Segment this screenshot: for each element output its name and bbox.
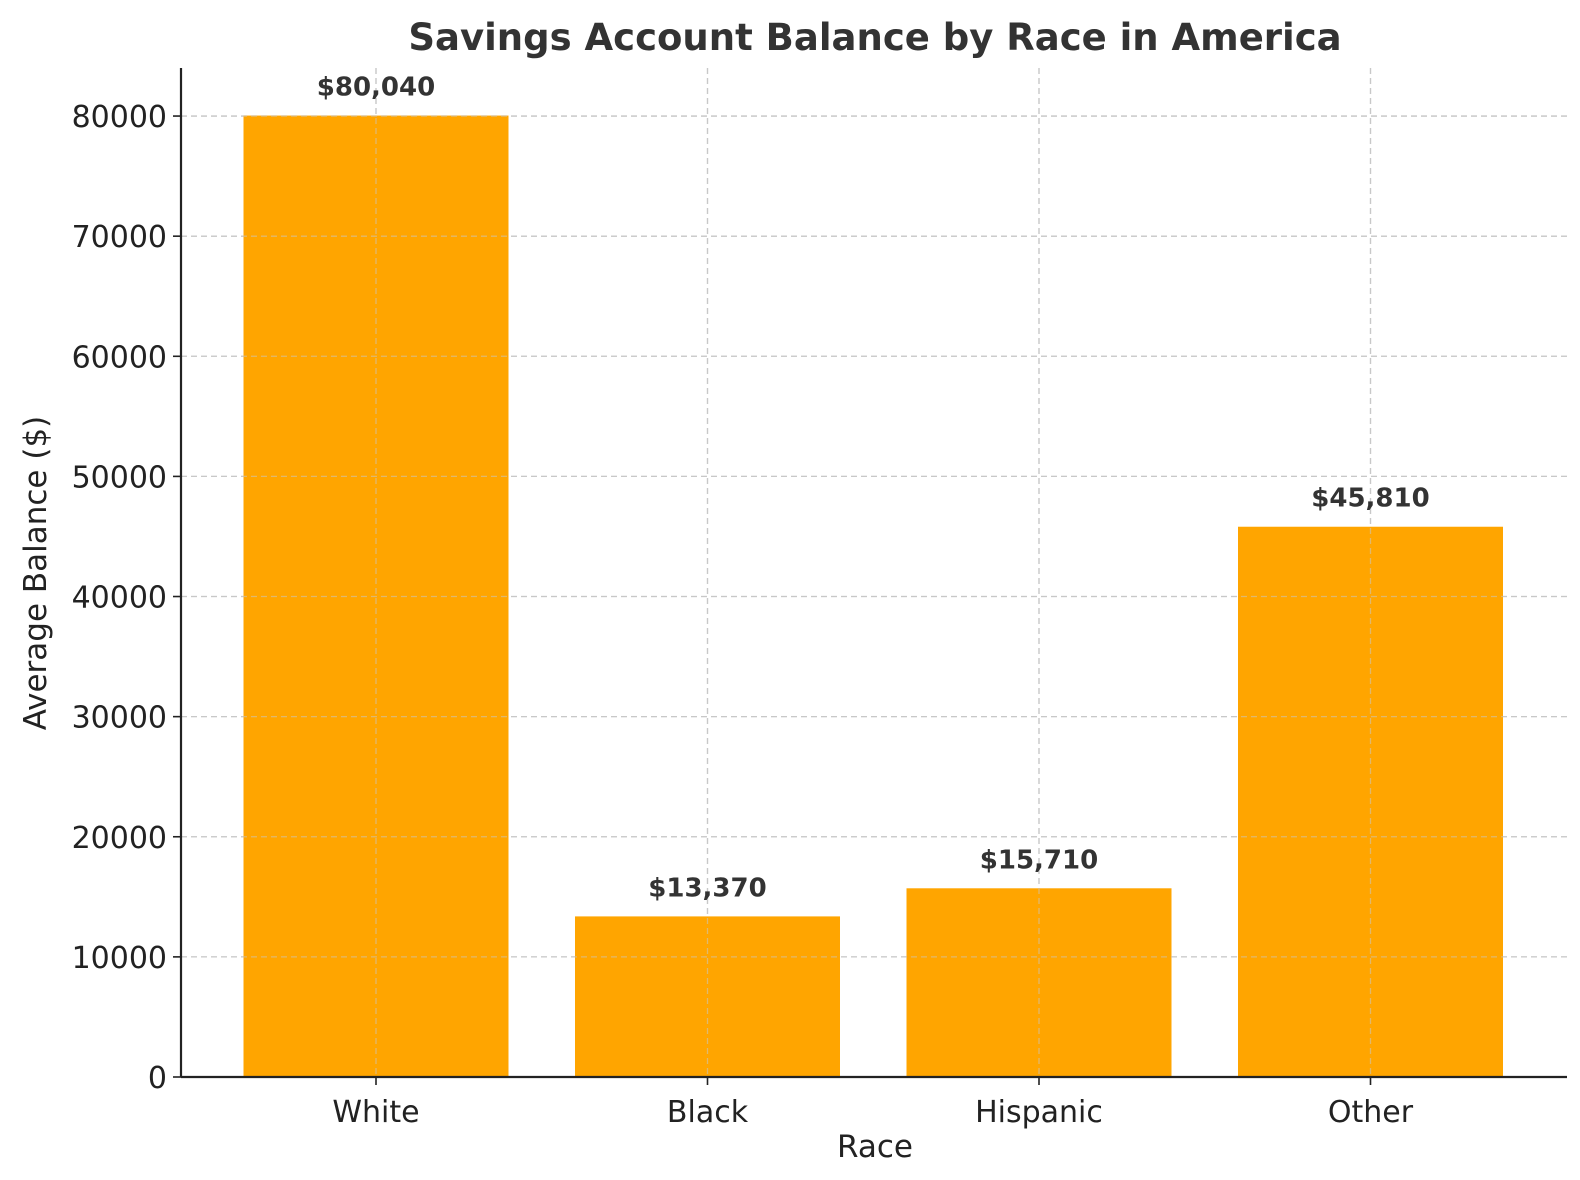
data-label-black: $13,370 [648, 873, 766, 903]
y-tick-label: 20000 [72, 821, 167, 856]
x-tick-label-other: Other [1328, 1095, 1414, 1130]
x-axis-label: Race [837, 1129, 913, 1165]
y-tick-label: 10000 [72, 941, 167, 976]
bars-layer [181, 68, 1567, 1078]
x-tick-label-hispanic: Hispanic [975, 1095, 1103, 1130]
data-label-other: $45,810 [1311, 484, 1429, 514]
y-tick-label: 50000 [72, 460, 167, 495]
data-label-hispanic: $15,710 [980, 845, 1098, 875]
x-tick-label-black: Black [667, 1095, 749, 1130]
chart-title: Savings Account Balance by Race in Ameri… [408, 16, 1341, 59]
labels-layer: 0 10000 20000 30000 40000 50000 60000 70000 8000… [72, 73, 1430, 1130]
y-tick-label: 80000 [72, 100, 167, 135]
y-axis-label: Average Balance ($) [18, 416, 54, 731]
data-label-white: $80,040 [317, 73, 435, 103]
x-tick-label-white: White [332, 1095, 419, 1130]
y-tick-label: 40000 [72, 581, 167, 616]
y-tick-label: 60000 [72, 340, 167, 375]
y-tick-label: 70000 [72, 220, 167, 255]
y-tick-label: 0 [148, 1061, 167, 1096]
y-tick-label: 30000 [72, 701, 167, 736]
axes-layer [173, 68, 1567, 1085]
